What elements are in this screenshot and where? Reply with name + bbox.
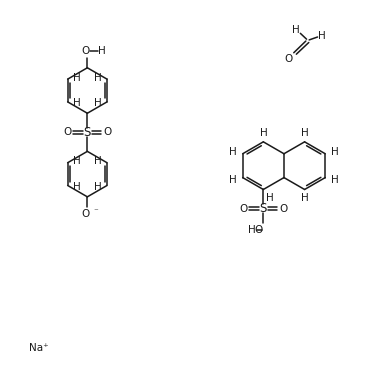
Text: H: H bbox=[331, 146, 339, 156]
Text: H: H bbox=[94, 73, 102, 83]
Text: O: O bbox=[63, 127, 72, 137]
Text: S: S bbox=[84, 126, 91, 139]
Text: H: H bbox=[73, 182, 80, 192]
Text: O: O bbox=[103, 127, 111, 137]
Text: O: O bbox=[82, 46, 90, 56]
Text: H: H bbox=[301, 128, 309, 138]
Text: O: O bbox=[279, 204, 287, 213]
Text: H: H bbox=[98, 46, 106, 56]
Text: O: O bbox=[284, 54, 292, 64]
Text: O: O bbox=[255, 225, 263, 235]
Text: O: O bbox=[239, 204, 248, 213]
Text: H: H bbox=[229, 146, 237, 156]
Text: H: H bbox=[260, 128, 268, 138]
Text: H: H bbox=[248, 225, 255, 235]
Text: Na⁺: Na⁺ bbox=[29, 343, 48, 353]
Text: H: H bbox=[73, 98, 80, 108]
Text: H: H bbox=[73, 73, 80, 83]
Text: H: H bbox=[229, 175, 237, 185]
Text: ⁻: ⁻ bbox=[93, 208, 98, 217]
Text: H: H bbox=[94, 182, 102, 192]
Text: H: H bbox=[331, 175, 339, 185]
Text: H: H bbox=[73, 156, 80, 166]
Text: S: S bbox=[260, 202, 267, 215]
Text: H: H bbox=[266, 192, 274, 202]
Text: H: H bbox=[94, 156, 102, 166]
Text: H: H bbox=[318, 31, 326, 41]
Text: H: H bbox=[94, 98, 102, 108]
Text: H: H bbox=[292, 25, 300, 35]
Text: O: O bbox=[82, 209, 90, 219]
Text: H: H bbox=[301, 193, 309, 203]
